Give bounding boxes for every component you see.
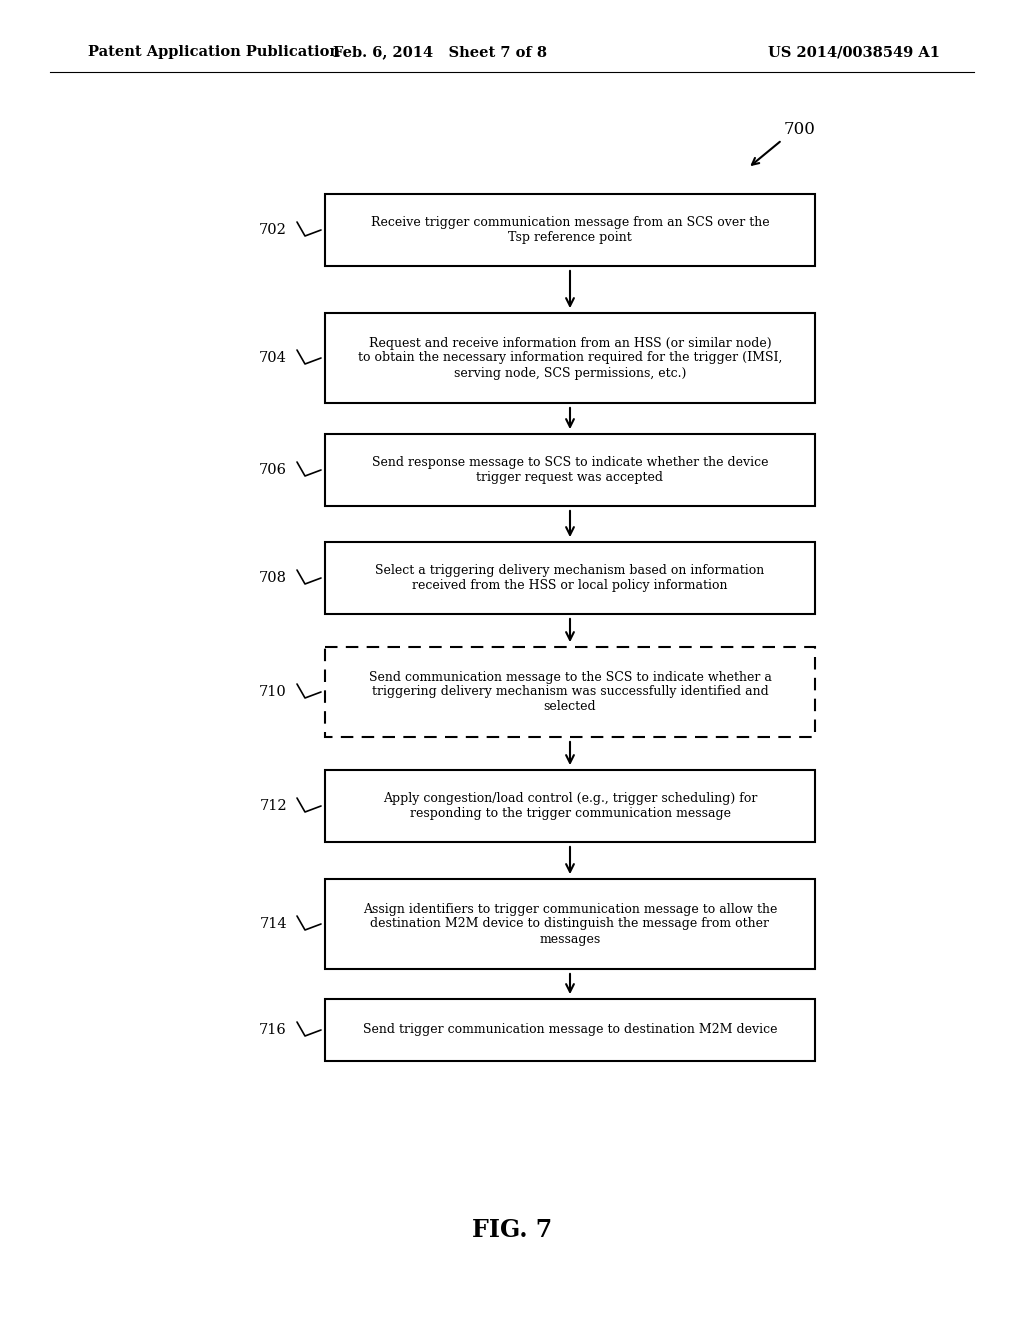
Text: Feb. 6, 2014   Sheet 7 of 8: Feb. 6, 2014 Sheet 7 of 8	[333, 45, 547, 59]
Text: 714: 714	[259, 917, 287, 931]
Text: 716: 716	[259, 1023, 287, 1038]
Text: 710: 710	[259, 685, 287, 700]
Text: 702: 702	[259, 223, 287, 238]
Text: Assign identifiers to trigger communication message to allow the
destination M2M: Assign identifiers to trigger communicat…	[362, 903, 777, 945]
Text: 700: 700	[784, 121, 816, 139]
Text: 704: 704	[259, 351, 287, 366]
Text: Apply congestion/load control (e.g., trigger scheduling) for
responding to the t: Apply congestion/load control (e.g., tri…	[383, 792, 757, 820]
Bar	[325, 434, 815, 506]
Bar	[325, 313, 815, 403]
Text: Request and receive information from an HSS (or similar node)
to obtain the nece: Request and receive information from an …	[357, 337, 782, 380]
Bar	[325, 194, 815, 267]
Bar	[325, 647, 815, 737]
Text: 708: 708	[259, 572, 287, 585]
Text: Receive trigger communication message from an SCS over the
Tsp reference point: Receive trigger communication message fr…	[371, 216, 769, 244]
Text: US 2014/0038549 A1: US 2014/0038549 A1	[768, 45, 940, 59]
Text: FIG. 7: FIG. 7	[472, 1218, 552, 1242]
Bar	[325, 999, 815, 1061]
Bar	[325, 543, 815, 614]
Bar	[325, 879, 815, 969]
Text: Send trigger communication message to destination M2M device: Send trigger communication message to de…	[362, 1023, 777, 1036]
Text: Patent Application Publication: Patent Application Publication	[88, 45, 340, 59]
Text: Send response message to SCS to indicate whether the device
trigger request was : Send response message to SCS to indicate…	[372, 455, 768, 484]
Text: Select a triggering delivery mechanism based on information
received from the HS: Select a triggering delivery mechanism b…	[376, 564, 765, 591]
Text: 706: 706	[259, 463, 287, 477]
Bar	[325, 770, 815, 842]
Text: 712: 712	[259, 799, 287, 813]
Text: Send communication message to the SCS to indicate whether a
triggering delivery : Send communication message to the SCS to…	[369, 671, 771, 714]
